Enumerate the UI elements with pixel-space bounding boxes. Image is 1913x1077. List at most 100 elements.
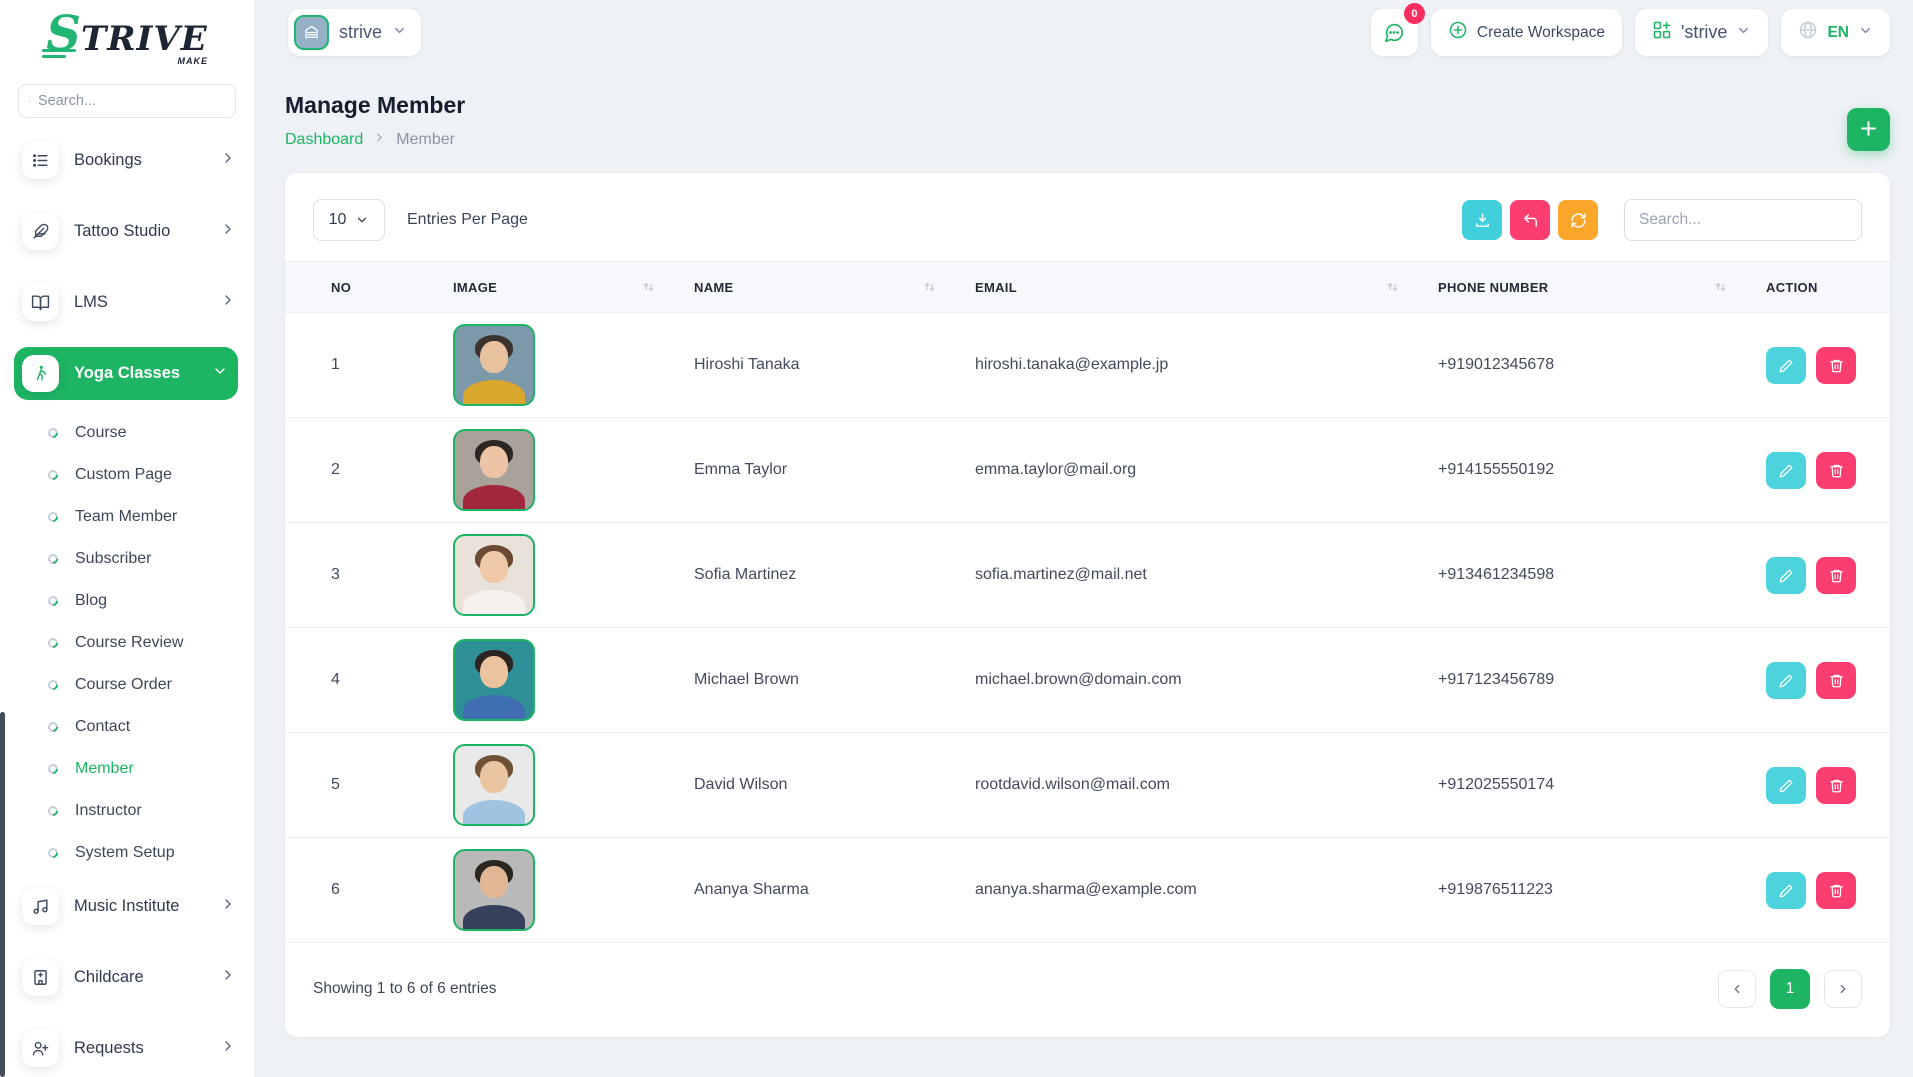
sidebar-item-lms[interactable]: LMS — [8, 276, 246, 329]
member-phone: +917123456789 — [1438, 671, 1555, 688]
member-photo — [453, 849, 535, 931]
bullet-icon — [45, 761, 61, 777]
member-name: Sofia Martinez — [694, 566, 797, 583]
sidebar-item-label: Childcare — [74, 968, 144, 986]
sidebar-item-tattoo-studio[interactable]: Tattoo Studio — [8, 205, 246, 258]
sidebar-subitem-course-review[interactable]: Course Review — [8, 622, 246, 664]
sidebar-item-yoga-classes[interactable]: Yoga Classes — [14, 347, 238, 400]
bullet-icon — [45, 719, 61, 735]
pagination-page-1-button[interactable]: 1 — [1770, 969, 1810, 1009]
sidebar-subitem-course[interactable]: Course — [8, 412, 246, 454]
pagination-prev-button[interactable] — [1718, 970, 1756, 1008]
pencil-icon — [1779, 359, 1792, 372]
delete-button[interactable] — [1816, 871, 1856, 909]
submenu-item-label: System Setup — [75, 844, 175, 861]
column-header-email[interactable]: EMAIL — [959, 261, 1422, 313]
refresh-icon — [1570, 212, 1586, 228]
sidebar-item-requests[interactable]: Requests — [8, 1022, 246, 1075]
edit-button[interactable] — [1766, 661, 1806, 699]
sidebar-subitem-instructor[interactable]: Instructor — [8, 790, 246, 832]
sidebar-scrollbar-thumb[interactable] — [0, 712, 5, 1077]
member-number: 1 — [331, 356, 340, 373]
delete-button[interactable] — [1816, 451, 1856, 489]
delete-button[interactable] — [1816, 556, 1856, 594]
table-footer: Showing 1 to 6 of 6 entries 1 — [285, 943, 1890, 1037]
entries-per-page-select[interactable]: 10 — [313, 199, 385, 241]
building-icon — [294, 15, 329, 50]
member-number: 2 — [331, 461, 340, 478]
sidebar-item-label: Music Institute — [74, 897, 180, 915]
sidebar-item-childcare[interactable]: Childcare — [8, 951, 246, 1004]
export-button[interactable] — [1462, 200, 1502, 240]
delete-button[interactable] — [1816, 346, 1856, 384]
book-icon — [22, 284, 59, 321]
entries-per-page-value: 10 — [328, 211, 347, 228]
sidebar-subitem-contact[interactable]: Contact — [8, 706, 246, 748]
undo-button[interactable] — [1510, 200, 1550, 240]
edit-button[interactable] — [1766, 556, 1806, 594]
submenu-item-label: Blog — [75, 592, 108, 609]
language-select[interactable]: EN — [1781, 9, 1890, 56]
bullet-icon — [45, 677, 61, 693]
sidebar-subitem-system-setup[interactable]: System Setup — [8, 832, 246, 874]
sidebar-subitem-course-order[interactable]: Course Order — [8, 664, 246, 706]
column-header-image[interactable]: IMAGE — [437, 261, 678, 313]
member-photo — [453, 744, 535, 826]
member-table: NO IMAGE NAME — [285, 261, 1890, 943]
edit-button[interactable] — [1766, 871, 1806, 909]
workspace-select[interactable]: 'strive — [1635, 9, 1769, 56]
sidebar-subitem-subscriber[interactable]: Subscriber — [8, 538, 246, 580]
bullet-icon — [45, 803, 61, 819]
chat-button[interactable]: 0 — [1370, 3, 1425, 56]
chevron-down-icon — [1858, 23, 1873, 43]
sidebar-item-music-institute[interactable]: Music Institute — [8, 880, 246, 933]
chevron-right-icon — [220, 967, 236, 988]
pencil-icon — [1779, 674, 1792, 687]
sidebar-subitem-custom-page[interactable]: Custom Page — [8, 454, 246, 496]
member-photo — [453, 639, 535, 721]
member-email: michael.brown@domain.com — [975, 671, 1182, 688]
refresh-button[interactable] — [1558, 200, 1598, 240]
showing-entries-text: Showing 1 to 6 of 6 entries — [313, 980, 497, 997]
table-row: 3 Sofia Martinez sofia.martinez@mail.net… — [285, 522, 1890, 628]
member-email: rootdavid.wilson@mail.com — [975, 776, 1170, 793]
edit-button[interactable] — [1766, 346, 1806, 384]
member-phone: +912025550174 — [1438, 776, 1555, 793]
chevron-left-icon — [1734, 984, 1740, 994]
member-name: Emma Taylor — [694, 461, 788, 478]
pagination-next-button[interactable] — [1824, 970, 1862, 1008]
sidebar-subitem-team-member[interactable]: Team Member — [8, 496, 246, 538]
sidebar-subitem-member[interactable]: Member — [8, 748, 246, 790]
pencil-icon — [1779, 779, 1792, 792]
sidebar-item-bookings[interactable]: Bookings — [8, 134, 246, 187]
table-controls: 10 Entries Per Page — [285, 173, 1890, 261]
create-workspace-button[interactable]: Create Workspace — [1430, 9, 1622, 56]
chevron-down-icon — [212, 363, 228, 384]
column-header-phone[interactable]: PHONE NUMBER — [1422, 261, 1750, 313]
table-search-input[interactable] — [1624, 199, 1862, 241]
delete-button[interactable] — [1816, 766, 1856, 804]
breadcrumb-dashboard-link[interactable]: Dashboard — [285, 131, 364, 148]
member-number: 3 — [331, 566, 340, 583]
add-member-button[interactable] — [1847, 108, 1890, 151]
member-phone: +919012345678 — [1438, 356, 1555, 373]
bullet-icon — [45, 593, 61, 609]
sort-icon — [923, 280, 937, 294]
edit-button[interactable] — [1766, 766, 1806, 804]
breadcrumb-current: Member — [396, 131, 455, 148]
table-toolbar — [1462, 199, 1862, 241]
sidebar-subitem-blog[interactable]: Blog — [8, 580, 246, 622]
pencil-icon — [1779, 569, 1792, 582]
edit-button[interactable] — [1766, 451, 1806, 489]
brand-logo: S TRIVE MAKE — [0, 10, 254, 68]
delete-button[interactable] — [1816, 661, 1856, 699]
sidebar-search-input[interactable] — [38, 93, 225, 109]
submenu-item-label: Instructor — [75, 802, 142, 819]
sidebar-item-label: Requests — [74, 1039, 144, 1057]
sidebar-item-label: Yoga Classes — [74, 364, 181, 382]
workspace-chip[interactable]: strive — [288, 9, 422, 56]
submenu-item-label: Course Order — [75, 676, 172, 693]
pencil-icon — [1779, 464, 1792, 477]
bullet-icon — [45, 509, 61, 525]
column-header-name[interactable]: NAME — [678, 261, 959, 313]
